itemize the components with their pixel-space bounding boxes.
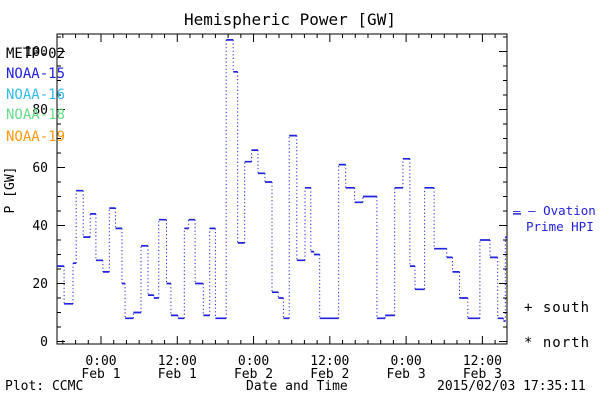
y-tick-label: 80: [32, 103, 48, 118]
legend-item-noaa19: NOAA-19: [6, 129, 66, 145]
data-curve-noaa15: [57, 39, 507, 323]
y-tick-label: 20: [32, 277, 48, 292]
x-tick-time: 12:00: [310, 354, 349, 369]
x-tick-date: Feb 1: [158, 367, 197, 382]
x-tick-date: Feb 3: [463, 367, 502, 382]
x-tick-date: Feb 2: [310, 367, 349, 382]
legend-item-noaa15: NOAA-15: [6, 66, 66, 82]
plot-timestamp: 2015/02/03 17:35:11: [437, 379, 586, 394]
plot-credit: Plot: CCMC: [5, 379, 84, 394]
plot-frame: [56, 33, 508, 345]
legend-marker-south: + south: [524, 300, 591, 316]
x-tick-date: Feb 2: [234, 367, 273, 382]
x-tick-time: 0:00: [238, 354, 269, 369]
legend-item-noaa16: NOAA-16: [6, 87, 66, 103]
x-tick-time: 12:00: [463, 354, 502, 369]
legend-item-noaa18: NOAA-18: [6, 107, 66, 123]
legend-marker-north: * north: [524, 335, 591, 351]
axis-ticks: [57, 34, 507, 344]
y-tick-label: 40: [32, 219, 48, 234]
x-axis-title: Date and Time: [246, 379, 348, 394]
x-tick-date: Feb 3: [387, 367, 426, 382]
curve-vertical-connectors: [63, 39, 506, 322]
x-tick-time: 0:00: [390, 354, 421, 369]
x-tick-time: 12:00: [158, 354, 197, 369]
y-tick-label: 0: [40, 335, 48, 350]
y-tick-label: 60: [32, 161, 48, 176]
curve-step-levels: [57, 39, 507, 323]
x-tick-date: Feb 1: [81, 367, 120, 382]
legend-item-metp02: METP-02: [6, 46, 66, 62]
legend-ovation-line2: Prime HPI: [526, 219, 594, 234]
x-tick-time: 0:00: [85, 354, 116, 369]
y-axis-label: P [GW]: [3, 167, 18, 214]
legend-ovation-line1: – – Ovation: [513, 203, 596, 218]
plot-title: Hemispheric Power [GW]: [184, 10, 396, 29]
y-tick-label: 100: [25, 45, 48, 60]
